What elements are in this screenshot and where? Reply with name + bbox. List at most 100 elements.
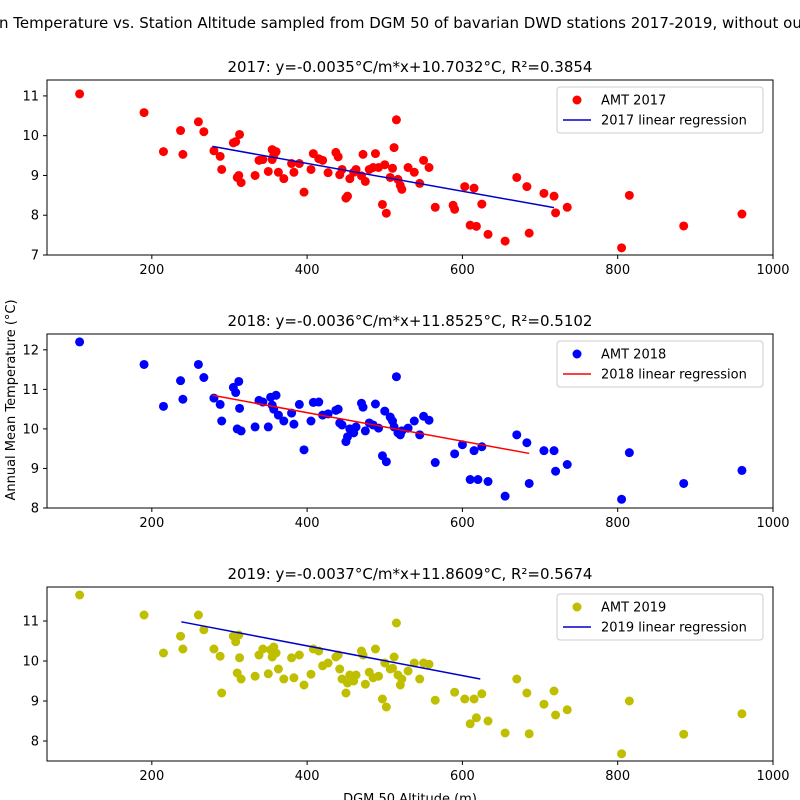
data-point: [419, 155, 429, 165]
data-point: [250, 170, 260, 180]
data-point: [381, 702, 391, 712]
data-point: [139, 610, 149, 620]
data-point: [341, 688, 351, 698]
data-point: [679, 221, 689, 231]
x-tick-label: 600: [450, 769, 475, 784]
data-point: [176, 126, 186, 136]
data-point: [624, 448, 634, 458]
data-point: [397, 674, 407, 684]
data-point: [234, 170, 244, 180]
data-point: [323, 658, 333, 668]
data-point: [263, 669, 273, 679]
data-point: [273, 664, 283, 674]
data-point: [333, 152, 343, 162]
data-point: [231, 637, 241, 647]
data-point: [209, 146, 219, 156]
data-point: [75, 89, 85, 99]
y-tick-label: 8: [31, 735, 39, 750]
data-point: [271, 648, 281, 658]
data-point: [457, 440, 467, 450]
data-point: [209, 644, 219, 654]
data-point: [380, 406, 390, 416]
data-point: [389, 143, 399, 153]
data-point: [551, 710, 561, 720]
data-point: [231, 388, 241, 398]
data-point: [273, 410, 283, 420]
data-point: [624, 696, 634, 706]
data-point: [236, 674, 246, 684]
data-point: [397, 184, 407, 194]
legend-label: 2019 linear regression: [601, 621, 747, 636]
legend-label: AMT 2017: [601, 94, 666, 109]
data-point: [139, 108, 149, 118]
data-point: [380, 160, 390, 170]
data-point: [193, 117, 203, 127]
data-point: [306, 164, 316, 174]
data-point: [460, 694, 470, 704]
data-point: [263, 422, 273, 432]
legend-marker: [572, 95, 582, 105]
data-point: [235, 129, 245, 139]
y-tick-label: 8: [31, 209, 39, 224]
plot-frame: [46, 333, 774, 509]
data-point: [318, 155, 328, 165]
x-tick-label: 800: [605, 263, 630, 278]
y-tick-label: 7: [31, 249, 39, 264]
y-tick-label: 8: [31, 502, 39, 517]
data-point: [512, 430, 522, 440]
y-tick-label: 11: [22, 89, 39, 104]
data-point: [199, 625, 209, 635]
data-point: [430, 202, 440, 212]
data-point: [306, 669, 316, 679]
x-tick-label: 1000: [756, 516, 789, 531]
data-point: [465, 719, 475, 729]
data-point: [215, 399, 225, 409]
data-point: [217, 688, 227, 698]
data-point: [403, 666, 413, 676]
data-point: [294, 159, 304, 169]
y-tick-label: 9: [31, 695, 39, 710]
data-point: [430, 695, 440, 705]
data-point: [299, 680, 309, 690]
data-point: [279, 416, 289, 426]
x-tick-label: 800: [605, 769, 630, 784]
y-tick-label: 12: [22, 343, 39, 358]
data-point: [370, 399, 380, 409]
data-point: [199, 127, 209, 137]
x-tick-label: 200: [139, 516, 164, 531]
data-point: [323, 168, 333, 178]
data-point: [289, 167, 299, 177]
data-point: [279, 674, 289, 684]
data-point: [333, 404, 343, 414]
data-point: [450, 449, 460, 459]
data-point: [178, 149, 188, 159]
data-point: [370, 644, 380, 654]
data-point: [617, 749, 627, 759]
subplot-2: 2018: y=-0.0036°C/m*x+11.8525°C, R²=0.51…: [22, 312, 789, 531]
data-point: [360, 426, 370, 436]
data-point: [158, 648, 168, 658]
legend-box: [556, 340, 764, 388]
data-point: [450, 204, 460, 214]
data-point: [737, 709, 747, 719]
plot-frame: [46, 586, 774, 762]
data-point: [250, 671, 260, 681]
data-point: [139, 359, 149, 369]
data-point: [483, 477, 493, 487]
data-point: [388, 163, 398, 173]
regression-line: [212, 145, 555, 209]
data-point: [75, 590, 85, 600]
data-point: [388, 663, 398, 673]
data-point: [539, 446, 549, 456]
subplot-title: 2018: y=-0.0036°C/m*x+11.8525°C, R²=0.51…: [228, 312, 593, 330]
data-point: [391, 372, 401, 382]
x-tick-label: 400: [295, 769, 320, 784]
data-point: [524, 729, 534, 739]
data-point: [294, 650, 304, 660]
y-tick-label: 10: [22, 129, 39, 144]
data-point: [299, 445, 309, 455]
y-tick-label: 10: [22, 655, 39, 670]
data-point: [391, 618, 401, 628]
data-point: [617, 243, 627, 253]
x-tick-label: 1000: [756, 263, 789, 278]
